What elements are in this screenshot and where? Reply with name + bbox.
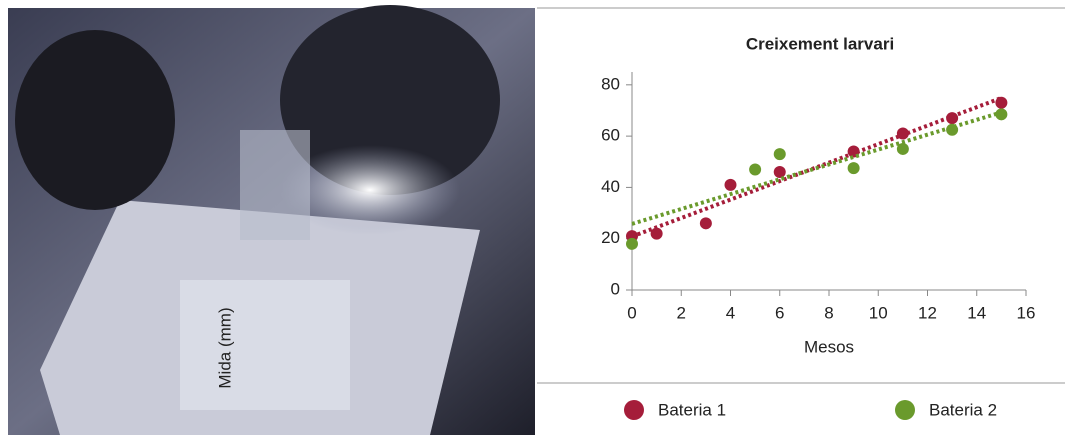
x-tick-label: 12 bbox=[918, 303, 937, 322]
x-tick-label: 8 bbox=[824, 303, 833, 322]
legend-label: Bateria 2 bbox=[929, 400, 997, 419]
y-tick-label: 0 bbox=[611, 279, 620, 298]
point bbox=[897, 128, 909, 140]
x-tick-label: 6 bbox=[775, 303, 784, 322]
legend-label: Bateria 1 bbox=[658, 400, 726, 419]
x-tick-label: 0 bbox=[627, 303, 636, 322]
point bbox=[897, 143, 909, 155]
legend-marker bbox=[624, 400, 644, 420]
point bbox=[946, 112, 958, 124]
y-axis-label: Mida (mm) bbox=[215, 307, 234, 388]
x-tick-label: 10 bbox=[869, 303, 888, 322]
point bbox=[749, 163, 761, 175]
point bbox=[848, 162, 860, 174]
trend-line bbox=[632, 112, 1001, 223]
y-tick-label: 60 bbox=[601, 126, 620, 145]
chart-title: Creixement larvari bbox=[746, 34, 894, 53]
y-tick-label: 20 bbox=[601, 228, 620, 247]
x-tick-label: 16 bbox=[1017, 303, 1036, 322]
y-tick-label: 40 bbox=[601, 177, 620, 196]
point bbox=[774, 166, 786, 178]
point bbox=[626, 238, 638, 250]
point bbox=[651, 228, 663, 240]
y-tick-label: 80 bbox=[601, 74, 620, 93]
point bbox=[946, 124, 958, 136]
legend-marker bbox=[895, 400, 915, 420]
page: {"chart_data": {"type": "scatter", "titl… bbox=[0, 0, 1065, 435]
photo bbox=[8, 5, 535, 435]
point bbox=[725, 179, 737, 191]
x-tick-label: 4 bbox=[726, 303, 735, 322]
point bbox=[774, 148, 786, 160]
point bbox=[995, 108, 1007, 120]
figure: Creixement larvari Mida (mm) Mesos 02040… bbox=[0, 0, 1065, 435]
x-axis-label: Mesos bbox=[804, 337, 854, 356]
x-tick-label: 14 bbox=[967, 303, 986, 322]
x-tick-label: 2 bbox=[677, 303, 686, 322]
point bbox=[700, 217, 712, 229]
point bbox=[995, 97, 1007, 109]
